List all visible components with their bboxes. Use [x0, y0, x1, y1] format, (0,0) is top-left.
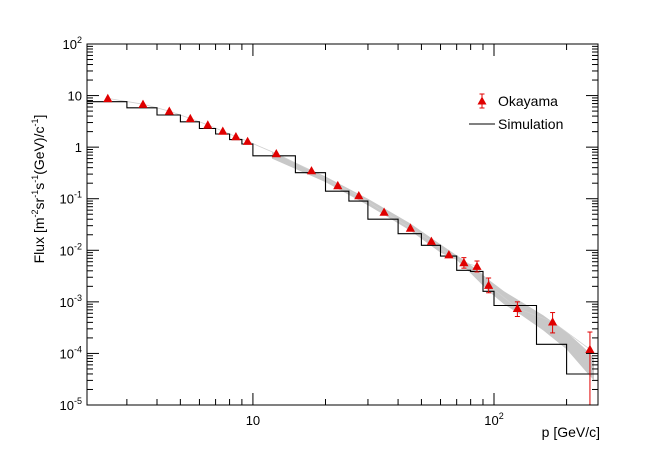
x-tick-label-0: 10	[246, 413, 260, 428]
okayama-point-13	[405, 223, 415, 232]
okayama-point-11	[354, 191, 364, 200]
y-tick-label-5: 1	[75, 140, 82, 155]
y-axis-label: Flux [m-2sr-1s-1(GeV)/c-1]	[30, 115, 47, 264]
okayama-point-18	[484, 280, 494, 289]
okayama-point-5	[218, 126, 228, 135]
okayama-point-1	[138, 99, 148, 108]
y-label-part-b: sr	[31, 197, 47, 209]
okayama-point-9	[306, 166, 317, 175]
simulation-step-line	[87, 101, 598, 375]
y-tick-label-1: 10-4	[60, 344, 82, 361]
y-tick-label-0: 10-5	[60, 396, 82, 413]
okayama-point-14	[426, 236, 436, 245]
legend-okayama-label: Okayama	[498, 93, 558, 109]
okayama-point-6	[231, 132, 241, 141]
x-tick-label-1: 102	[484, 411, 503, 428]
okayama-point-3	[185, 113, 195, 123]
y-label-exp-1: -2	[30, 209, 40, 217]
y-label-part-d: (GeV)/c	[31, 127, 47, 175]
okayama-point-17	[472, 261, 482, 270]
y-label-part-c: s	[31, 183, 47, 190]
y-label-exp-3: -1	[30, 175, 40, 183]
okayama-point-21	[585, 344, 595, 353]
okayama-point-12	[379, 207, 389, 216]
y-label-exp-2: -1	[30, 190, 40, 198]
simulation-band-layer	[272, 152, 594, 381]
y-tick-label-3: 10-2	[60, 241, 82, 258]
okayama-point-19	[512, 303, 522, 312]
legend-okayama-marker	[477, 96, 487, 105]
okayama-point-10	[333, 180, 343, 190]
okayama-point-0	[103, 93, 113, 103]
okayama-point-4	[203, 120, 213, 129]
y-label-exp-4: -1	[30, 119, 40, 127]
okayama-point-16	[459, 257, 469, 267]
okayama-point-2	[164, 106, 174, 115]
okayama-point-7	[243, 136, 253, 145]
axis-layer: 10-5 10-4 10-3 10-2 10-1 1 10 102 10 102	[60, 35, 599, 428]
okayama-point-layer	[103, 93, 595, 405]
legend: Okayama Simulation	[469, 93, 563, 132]
y-tick-label-2: 10-3	[60, 293, 82, 310]
x-axis-label: p [GeV/c]	[542, 424, 600, 440]
y-tick-label-7: 102	[63, 35, 82, 52]
okayama-point-15	[444, 250, 454, 259]
y-label-part-f: ]	[31, 115, 47, 119]
okayama-point-20	[548, 317, 558, 326]
y-tick-label-4: 10-1	[60, 190, 82, 207]
plot-frame	[86, 43, 599, 406]
y-tick-label-6: 10	[68, 89, 82, 104]
y-label-part-a: Flux [m	[31, 217, 47, 263]
simulation-uncertainty-band	[272, 152, 594, 381]
simulation-step-layer	[87, 101, 598, 375]
legend-simulation-label: Simulation	[498, 116, 563, 132]
okayama-point-8	[271, 149, 281, 158]
